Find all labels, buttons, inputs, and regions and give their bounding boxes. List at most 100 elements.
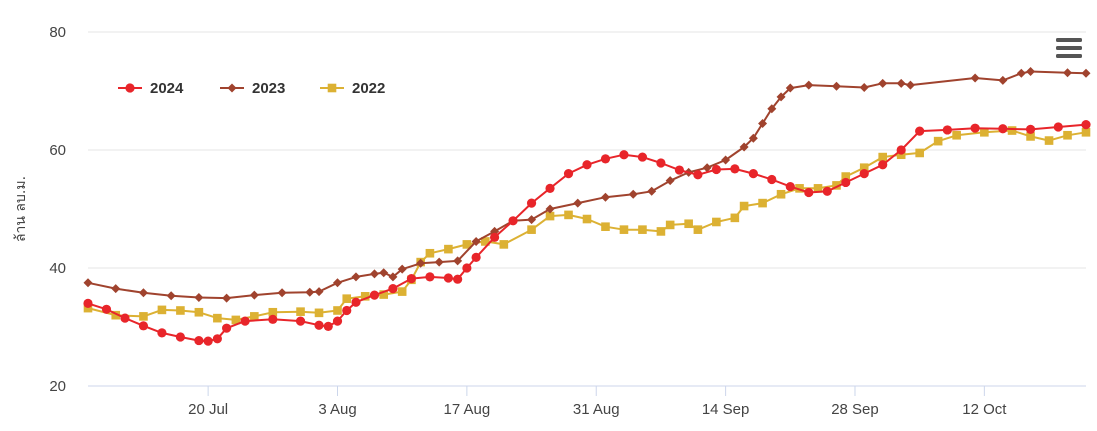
data-point-2022[interactable] bbox=[1007, 126, 1017, 135]
data-point-2022[interactable] bbox=[952, 130, 961, 140]
data-point-2024[interactable] bbox=[175, 332, 186, 342]
data-point-2022[interactable] bbox=[564, 210, 573, 220]
data-point-2022[interactable] bbox=[527, 225, 536, 234]
data-point-2023[interactable] bbox=[1081, 68, 1091, 78]
data-point-2023[interactable] bbox=[970, 73, 980, 83]
data-point-2023[interactable] bbox=[998, 75, 1008, 85]
data-point-2024[interactable] bbox=[101, 304, 112, 314]
data-point-2022[interactable] bbox=[712, 217, 721, 227]
legend-swatch-marker[interactable] bbox=[125, 83, 135, 93]
data-point-2024[interactable] bbox=[730, 164, 740, 174]
data-point-2023[interactable] bbox=[748, 133, 758, 143]
data-point-2022[interactable] bbox=[397, 287, 407, 296]
data-point-2022[interactable] bbox=[111, 310, 121, 320]
legend[interactable]: 2024 2023 2022 bbox=[118, 80, 385, 97]
data-point-2024[interactable] bbox=[998, 124, 1008, 134]
data-point-2022[interactable] bbox=[1063, 130, 1072, 140]
data-point-2024[interactable] bbox=[619, 150, 629, 160]
data-point-2022[interactable] bbox=[314, 308, 324, 318]
data-point-2024[interactable] bbox=[748, 169, 758, 179]
data-point-2022[interactable] bbox=[638, 225, 647, 234]
data-point-2023[interactable] bbox=[249, 290, 259, 300]
data-point-2024[interactable] bbox=[489, 232, 500, 242]
data-point-2023[interactable] bbox=[277, 288, 287, 298]
data-point-2024[interactable] bbox=[406, 274, 417, 284]
data-point-2023[interactable] bbox=[416, 258, 426, 268]
data-point-2022[interactable] bbox=[545, 211, 555, 221]
data-point-2024[interactable] bbox=[942, 125, 952, 135]
data-point-2024[interactable] bbox=[674, 165, 685, 175]
data-point-2024[interactable] bbox=[711, 164, 721, 175]
data-point-2022[interactable] bbox=[684, 219, 693, 229]
data-point-2023[interactable] bbox=[369, 269, 379, 279]
data-point-2024[interactable] bbox=[526, 198, 537, 208]
data-point-2023[interactable] bbox=[166, 291, 176, 301]
data-point-2024[interactable] bbox=[222, 323, 232, 333]
data-point-2022[interactable] bbox=[194, 307, 204, 317]
series-line-2022[interactable] bbox=[87, 129, 1087, 321]
data-point-2022[interactable] bbox=[342, 294, 352, 303]
data-point-2024[interactable] bbox=[342, 305, 352, 316]
data-point-2022[interactable] bbox=[296, 307, 305, 316]
data-point-2024[interactable] bbox=[656, 158, 666, 168]
data-point-2024[interactable] bbox=[896, 145, 906, 155]
data-point-2023[interactable] bbox=[878, 78, 888, 88]
data-point-2023[interactable] bbox=[83, 278, 93, 288]
data-point-2023[interactable] bbox=[527, 215, 537, 225]
data-point-2023[interactable] bbox=[896, 78, 906, 88]
data-point-2022[interactable] bbox=[176, 306, 185, 315]
data-point-2022[interactable] bbox=[268, 307, 278, 317]
data-point-2024[interactable] bbox=[767, 174, 777, 185]
data-point-2023[interactable] bbox=[859, 82, 869, 92]
data-point-2023[interactable] bbox=[314, 287, 324, 297]
data-point-2024[interactable] bbox=[471, 252, 481, 262]
data-point-2022[interactable] bbox=[1081, 128, 1091, 137]
hamburger-menu-icon[interactable] bbox=[1056, 38, 1082, 58]
data-point-2023[interactable] bbox=[702, 163, 712, 173]
data-point-2024[interactable] bbox=[240, 316, 250, 326]
data-point-2022[interactable] bbox=[1026, 132, 1035, 141]
data-point-2022[interactable] bbox=[665, 220, 675, 230]
data-point-2024[interactable] bbox=[785, 181, 795, 192]
data-point-2023[interactable] bbox=[776, 92, 786, 102]
data-point-2024[interactable] bbox=[563, 169, 574, 179]
data-point-2024[interactable] bbox=[600, 154, 611, 164]
data-point-2022[interactable] bbox=[980, 128, 989, 137]
data-point-2024[interactable] bbox=[332, 316, 343, 326]
data-point-2023[interactable] bbox=[138, 288, 148, 298]
data-point-2022[interactable] bbox=[693, 225, 703, 234]
series-line-2023[interactable] bbox=[87, 70, 1087, 300]
data-point-2023[interactable] bbox=[351, 272, 361, 282]
data-point-2024[interactable] bbox=[693, 170, 703, 180]
data-point-2023[interactable] bbox=[665, 176, 675, 186]
data-point-2023[interactable] bbox=[832, 81, 841, 91]
data-point-2024[interactable] bbox=[822, 186, 832, 196]
data-point-2024[interactable] bbox=[194, 335, 204, 346]
data-point-2023[interactable] bbox=[388, 272, 398, 282]
data-point-2022[interactable] bbox=[795, 184, 804, 193]
data-point-2022[interactable] bbox=[656, 227, 666, 236]
data-point-2023[interactable] bbox=[785, 83, 795, 93]
data-point-2023[interactable] bbox=[397, 264, 407, 274]
legend-item-2023[interactable]: 2023 bbox=[220, 80, 285, 97]
data-point-2022[interactable] bbox=[231, 315, 241, 325]
data-point-2023[interactable] bbox=[434, 257, 444, 267]
data-point-2024[interactable] bbox=[1053, 122, 1063, 132]
data-point-2024[interactable] bbox=[203, 336, 213, 346]
data-point-2022[interactable] bbox=[444, 244, 453, 254]
data-point-2023[interactable] bbox=[379, 268, 389, 278]
data-point-2023[interactable] bbox=[628, 189, 638, 199]
data-point-2024[interactable] bbox=[443, 273, 453, 283]
data-point-2023[interactable] bbox=[222, 293, 232, 303]
data-point-2022[interactable] bbox=[139, 312, 148, 321]
data-point-2024[interactable] bbox=[323, 321, 333, 332]
data-point-2024[interactable] bbox=[120, 313, 130, 323]
legend-item-2024[interactable]: 2024 bbox=[118, 80, 184, 97]
data-point-2024[interactable] bbox=[268, 314, 278, 324]
data-point-2024[interactable] bbox=[314, 320, 324, 330]
data-point-2022[interactable] bbox=[619, 225, 629, 234]
data-point-2024[interactable] bbox=[1025, 124, 1036, 134]
data-point-2022[interactable] bbox=[213, 313, 222, 323]
data-point-2023[interactable] bbox=[1026, 67, 1036, 77]
data-point-2023[interactable] bbox=[647, 186, 657, 196]
